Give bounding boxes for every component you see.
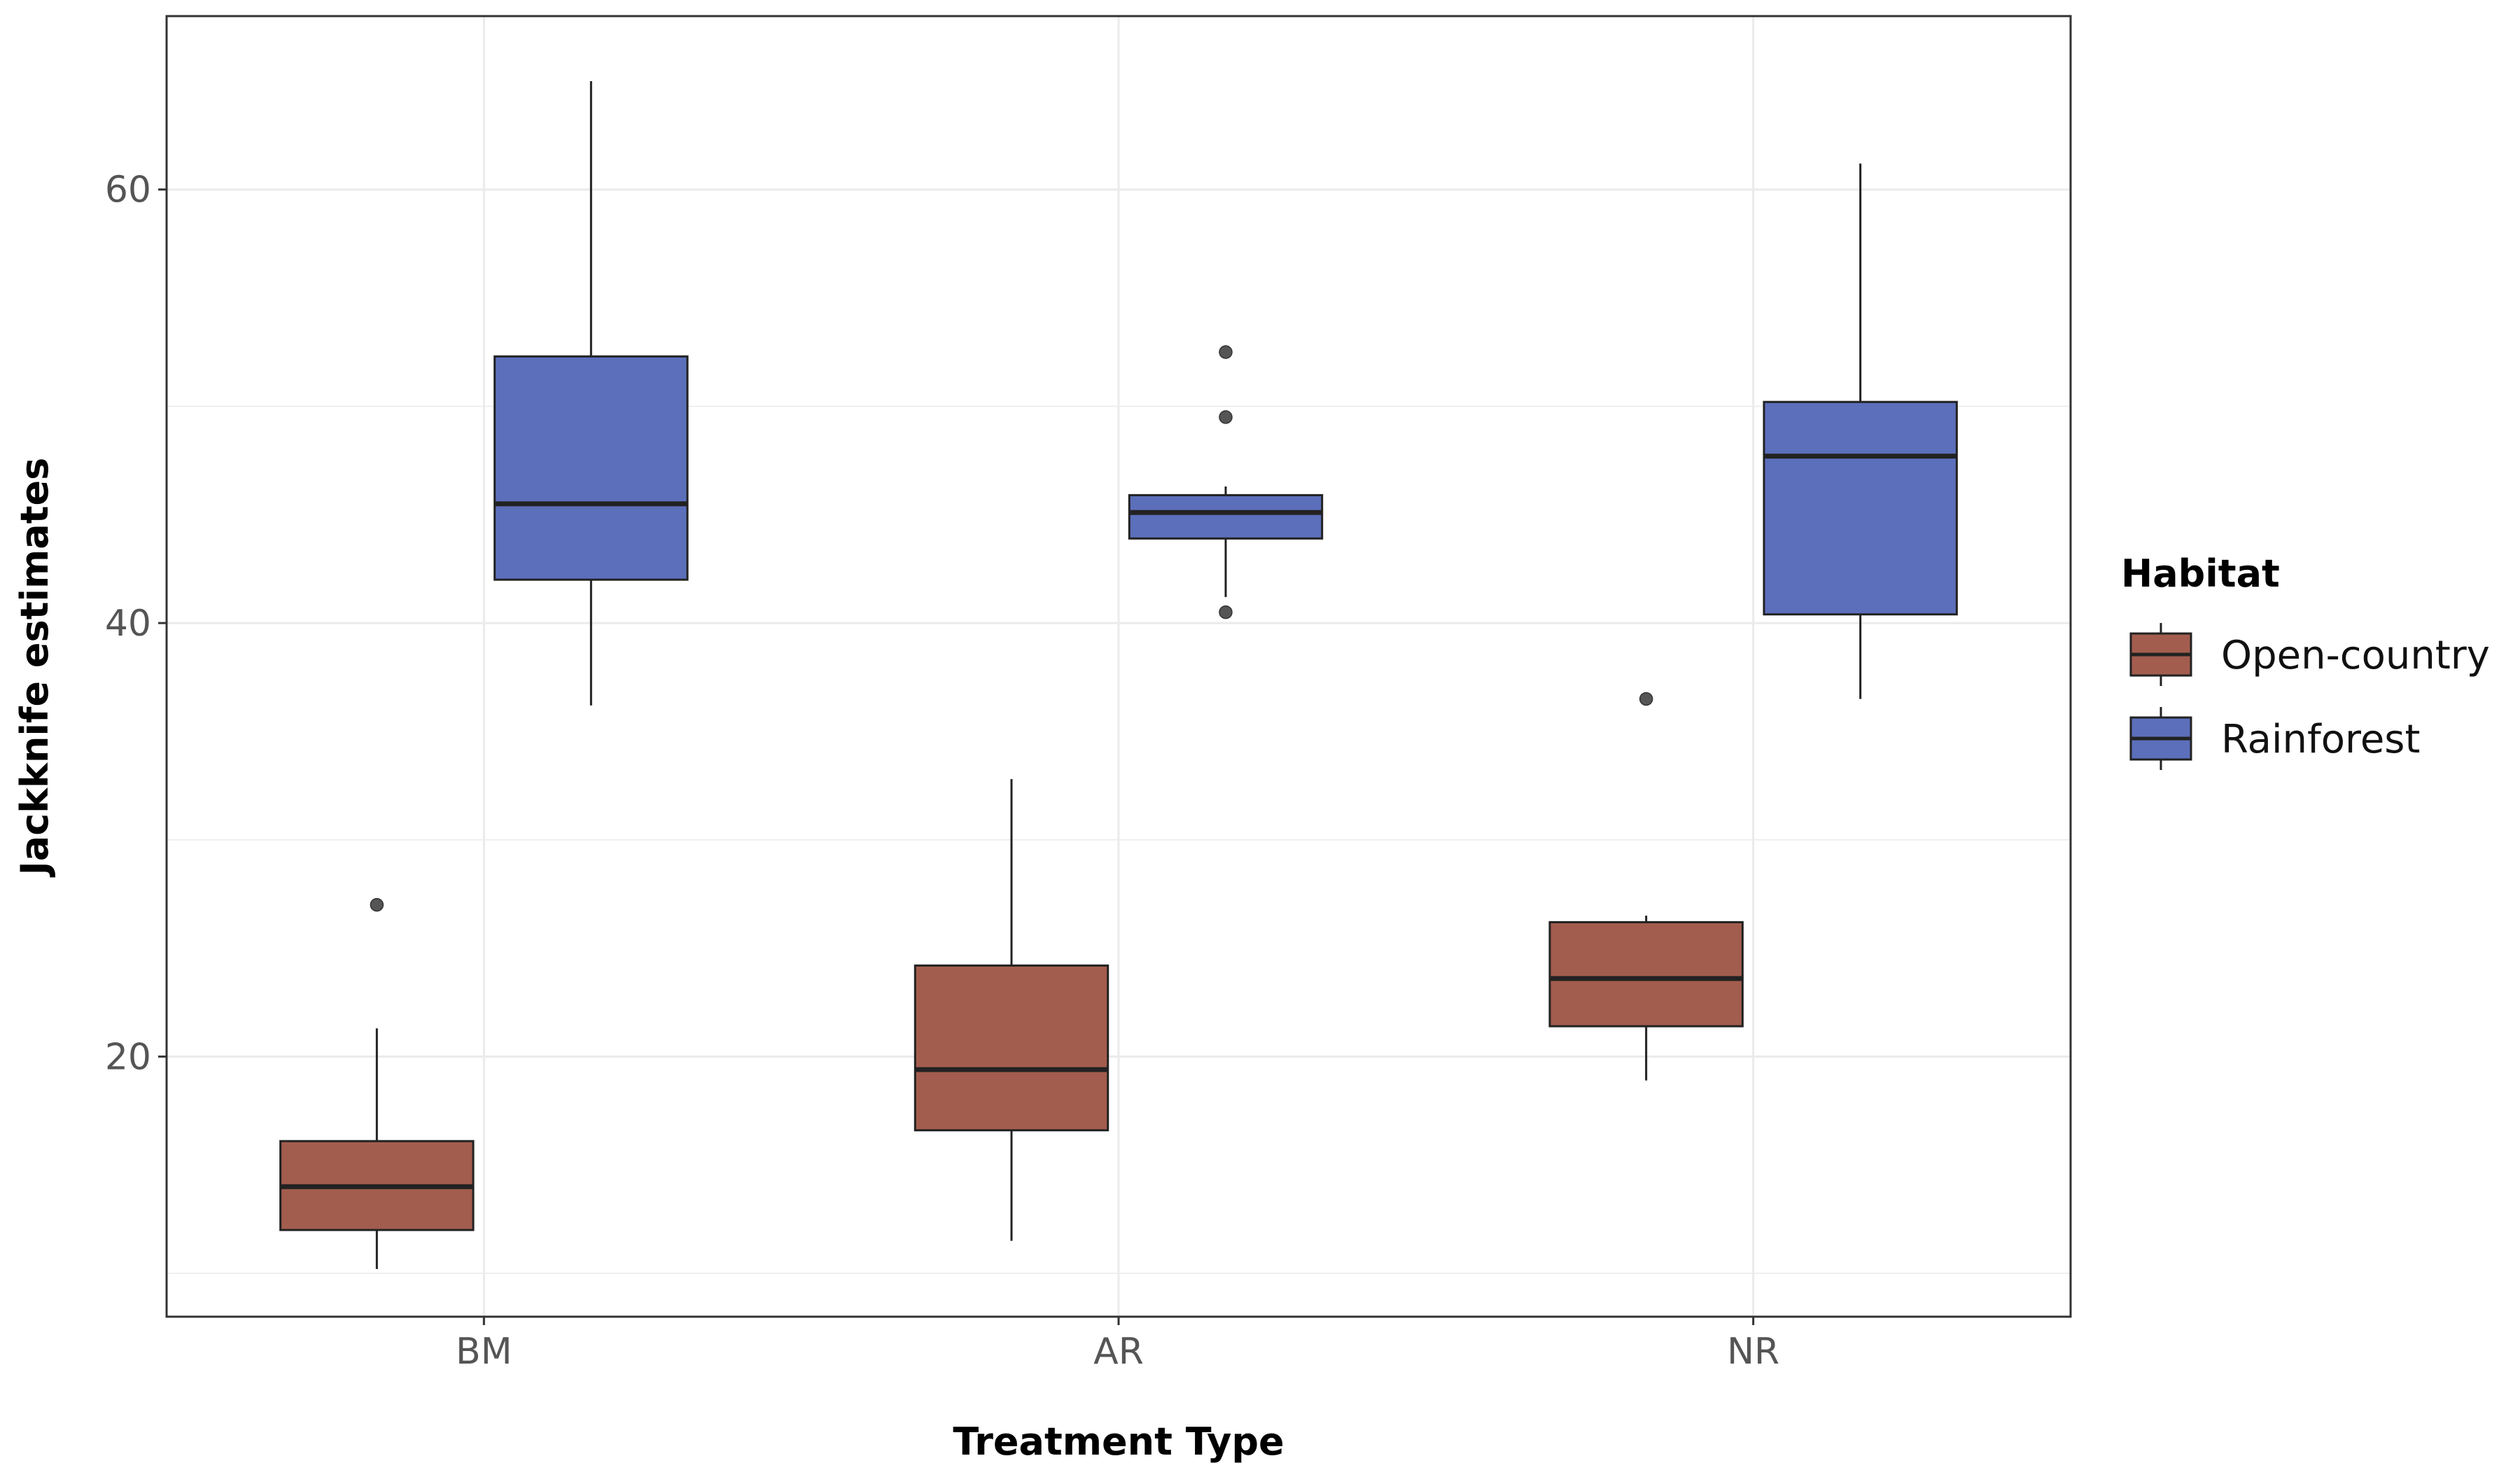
x-tick-label: AR [1093,1331,1144,1373]
outlier-point [1219,605,1233,620]
x-tick-label: NR [1727,1331,1779,1373]
legend-key-open-country [2129,623,2192,686]
y-axis-title: Jackknife estimates [13,458,57,878]
outlier-point [1219,345,1233,359]
outlier-point [1639,692,1653,706]
grid-lines [167,16,2071,1317]
x-tick-label: BM [456,1331,512,1373]
outlier-point [370,897,384,912]
box-AR-rainforest [1128,345,1324,620]
y-tick-label: 20 [105,1036,151,1078]
box-NR-rainforest [1763,163,1958,699]
y-tick-label: 40 [105,603,151,645]
box-plots [279,80,1958,1269]
box-NR-open-country [1548,692,1744,1081]
legend: Habitat Open-country Rainforest [2121,552,2490,770]
y-tick-label: 60 [105,169,151,211]
box-iqr [1548,920,1744,1028]
box-BM-open-country [279,897,475,1269]
x-axis-title: Treatment Type [953,1420,1284,1464]
box-iqr [1128,493,1324,540]
axis-ticks: 20 40 60 BM AR NR [105,169,1779,1373]
legend-title: Habitat [2121,552,2280,596]
legend-label: Rainforest [2221,717,2420,762]
box-AR-open-country [913,779,1110,1241]
box-iqr [913,964,1110,1132]
box-iqr [1763,400,1958,616]
box-iqr [493,355,689,581]
box-BM-rainforest [493,80,689,706]
legend-key-rainforest [2129,707,2192,770]
outlier-point [1219,410,1233,424]
legend-label: Open-country [2221,633,2490,678]
